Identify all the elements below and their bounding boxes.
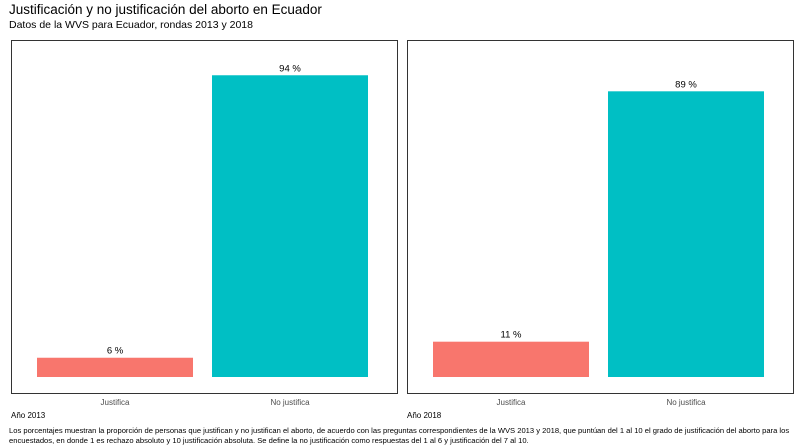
data-label: 94 % xyxy=(279,63,301,74)
chart-panel-2: 11 % Justifica 89 % No justifica Año 2018 xyxy=(407,40,794,420)
bar-no-justifica xyxy=(212,75,368,377)
chart-subtitle: Datos de la WVS para Ecuador, rondas 201… xyxy=(9,19,253,31)
bar-chart-panels: 6 % Justifica 94 % No justifica Año 2013 11 %… xyxy=(11,40,794,420)
x-tick-label: Justifica xyxy=(497,398,526,407)
x-tick-label: No justifica xyxy=(270,398,310,407)
panel-label: Año 2013 xyxy=(11,411,46,420)
x-tick-label: No justifica xyxy=(666,398,706,407)
bar-justifica xyxy=(433,341,589,377)
data-label: 89 % xyxy=(675,79,697,90)
data-label: 11 % xyxy=(501,330,523,341)
bar-no-justifica xyxy=(608,91,764,377)
chart-title: Justificación y no justificación del abo… xyxy=(9,2,322,17)
x-tick-label: Justifica xyxy=(101,398,130,407)
data-label: 6 % xyxy=(107,346,124,357)
chart-panel-1: 6 % Justifica 94 % No justifica Año 2013 xyxy=(11,40,398,420)
panel-label: Año 2018 xyxy=(407,411,442,420)
bar-justifica xyxy=(37,357,193,377)
chart-caption: Los porcentajes muestran la proporción d… xyxy=(9,426,790,445)
